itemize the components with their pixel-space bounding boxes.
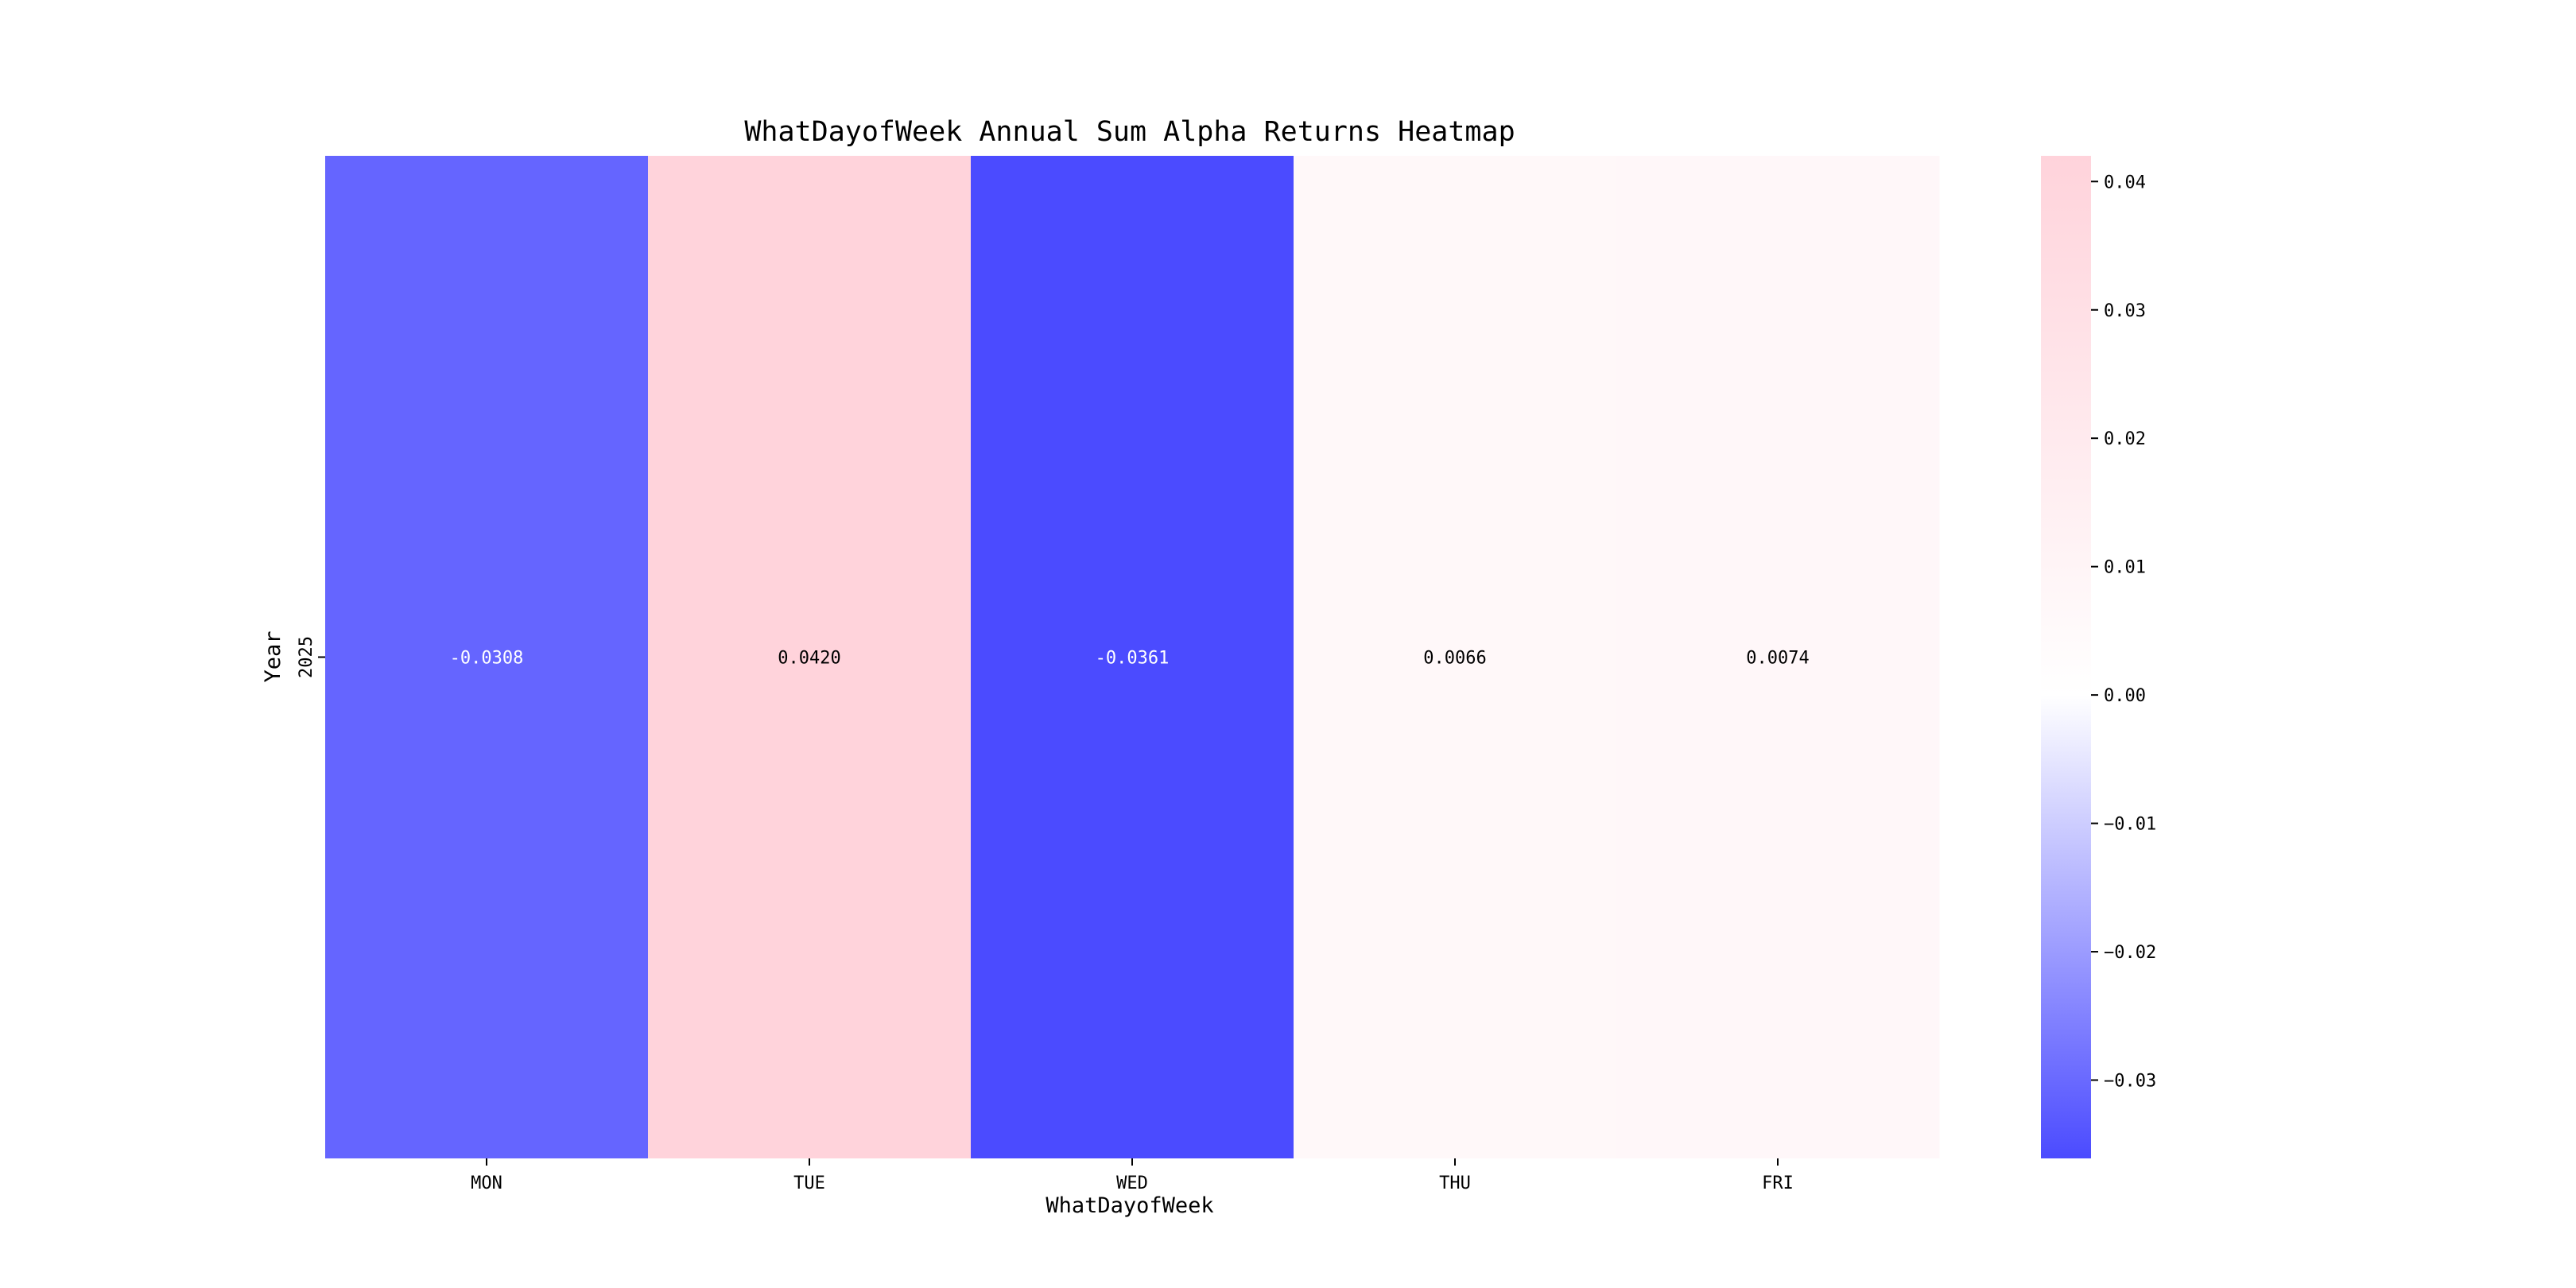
x-axis-label: WhatDayofWeek	[1046, 1193, 1213, 1218]
colorbar-tick-label: 0.04	[2104, 173, 2146, 192]
y-axis-label: Year	[261, 630, 285, 682]
cell-value-label: 0.0066	[1423, 649, 1486, 669]
heatmap-cell	[971, 156, 1294, 1158]
colorbar-tick-label: 0.00	[2104, 686, 2146, 706]
cell-value-label: 0.0074	[1746, 649, 1809, 669]
colorbar-tick-label: −0.02	[2104, 943, 2156, 963]
colorbar-tick-label: 0.01	[2104, 558, 2146, 578]
heatmap-cell	[1294, 156, 1617, 1158]
x-axis-ticks: MON TUE WED THU FRI	[471, 1158, 1794, 1193]
heatmap-cell	[648, 156, 972, 1158]
colorbar-tick-label: 0.02	[2104, 429, 2146, 449]
cell-value-label: 0.0420	[778, 649, 840, 669]
cell-value-label: -0.0361	[1096, 649, 1170, 669]
heatmap-cell	[325, 156, 649, 1158]
x-tick-label: WED	[1116, 1174, 1148, 1193]
colorbar-tick-label: 0.03	[2104, 301, 2146, 321]
x-tick-label: MON	[471, 1174, 502, 1193]
y-tick-label: 2025	[297, 636, 316, 678]
colorbar-ticks: 0.04 0.03 0.02 0.01 0.00 −0.01 −0.02 −0.03	[2091, 173, 2156, 1092]
x-tick-label: FRI	[1762, 1174, 1794, 1193]
x-tick-label: TUE	[793, 1174, 825, 1193]
colorbar-tick-label: −0.03	[2104, 1072, 2156, 1092]
colorbar	[2041, 156, 2091, 1158]
cell-value-label: -0.0308	[450, 649, 524, 669]
y-axis-ticks: 2025	[297, 636, 325, 678]
heatmap-cells: -0.0308 0.0420 -0.0361 0.0066 0.0074	[325, 156, 1940, 1158]
x-tick-label: THU	[1439, 1174, 1471, 1193]
colorbar-tick-label: −0.01	[2104, 815, 2156, 835]
chart-title: WhatDayofWeek Annual Sum Alpha Returns H…	[744, 116, 1515, 148]
heatmap-cell	[1616, 156, 1940, 1158]
